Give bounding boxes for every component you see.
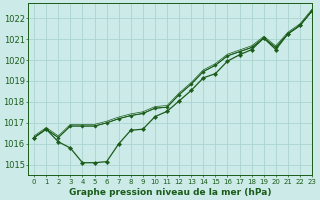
X-axis label: Graphe pression niveau de la mer (hPa): Graphe pression niveau de la mer (hPa) <box>69 188 271 197</box>
